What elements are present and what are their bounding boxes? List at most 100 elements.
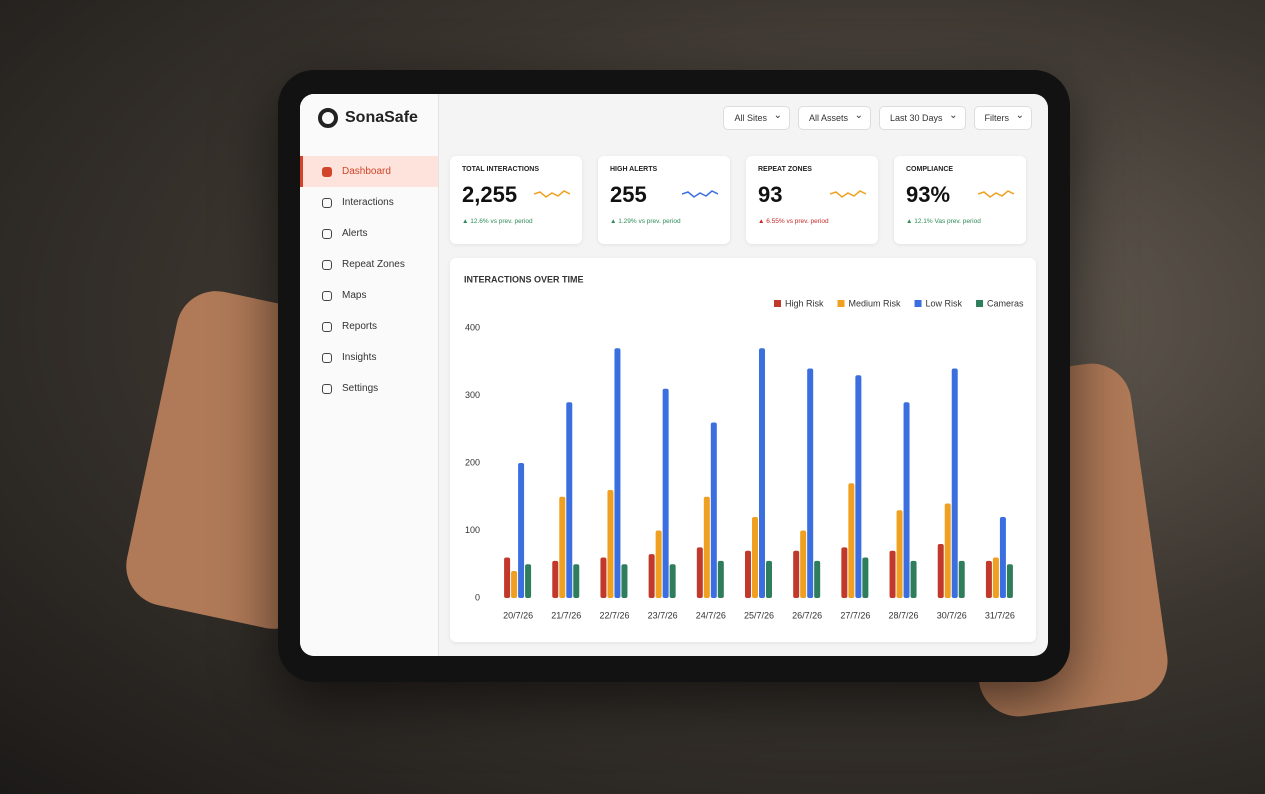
nav-icon xyxy=(322,197,332,208)
chart-card: INTERACTIONS OVER TIME 0 100 200 300 400 High… xyxy=(450,258,1036,642)
x-tick-label: 31/7/26 xyxy=(985,610,1015,620)
nav-item[interactable]: Repeat Zones xyxy=(300,249,438,280)
sparkline xyxy=(978,190,1014,198)
nav-label: Dashboard xyxy=(342,166,391,177)
nav-item[interactable]: Insights xyxy=(300,342,438,373)
nav-icon xyxy=(322,259,332,270)
bar xyxy=(703,496,710,598)
kpi-card: REPEAT ZONES 93 ▲ 6.55% vs prev. period xyxy=(746,156,878,244)
nav-label: Interactions xyxy=(342,197,394,208)
kpi-label: HIGH ALERTS xyxy=(610,166,658,173)
nav-item[interactable]: Interactions xyxy=(300,187,438,218)
legend-swatch xyxy=(914,300,922,307)
nav-label: Maps xyxy=(342,290,367,301)
nav-icon xyxy=(322,166,332,177)
nav-item[interactable]: Alerts xyxy=(300,218,438,249)
filter-dropdown[interactable]: All Assets xyxy=(797,106,871,130)
kpi-card: TOTAL INTERACTIONS 2,255 ▲ 12.6% vs prev. … xyxy=(450,156,582,244)
brand-name: SonaSafe xyxy=(345,109,418,126)
bar xyxy=(710,422,717,598)
bar xyxy=(621,564,628,598)
sparkline xyxy=(682,190,718,198)
bar xyxy=(648,554,655,598)
filter-bar: All Sites All Assets Last 30 Days Filters xyxy=(723,106,1032,130)
nav-label: Repeat Zones xyxy=(342,259,405,270)
kpi-value: 93 xyxy=(758,182,783,207)
kpi-label: REPEAT ZONES xyxy=(758,166,812,173)
bar xyxy=(999,517,1006,598)
nav-icon xyxy=(322,290,332,301)
x-tick-label: 20/7/26 xyxy=(503,610,533,620)
kpi-card: HIGH ALERTS 255 ▲ 1.29% vs prev. period xyxy=(598,156,730,244)
bar xyxy=(573,564,580,598)
logo[interactable]: SonaSafe xyxy=(318,108,418,128)
bar xyxy=(793,550,800,598)
bar xyxy=(552,560,559,598)
filter-dropdown[interactable]: All Sites xyxy=(723,106,790,130)
x-tick-label: 24/7/26 xyxy=(696,610,726,620)
bar xyxy=(662,388,669,598)
nav-item[interactable]: Settings xyxy=(300,373,438,404)
kpi-card: COMPLIANCE 93% ▲ 12.1% Vas prev. period xyxy=(894,156,1026,244)
bar xyxy=(855,375,862,598)
bar xyxy=(600,557,607,598)
x-tick-label: 21/7/26 xyxy=(551,610,581,620)
kpi-label: COMPLIANCE xyxy=(906,166,954,173)
y-tick-label: 100 xyxy=(465,525,480,535)
nav-icon xyxy=(322,352,332,363)
bar xyxy=(504,557,511,598)
kpi-value: 93% xyxy=(906,182,951,207)
bar xyxy=(566,402,573,598)
bar xyxy=(807,368,814,598)
bar xyxy=(511,571,518,598)
bar xyxy=(937,544,944,598)
bar xyxy=(525,564,532,598)
x-tick-label: 22/7/26 xyxy=(599,610,629,620)
chart-title: INTERACTIONS OVER TIME xyxy=(464,274,584,284)
bar xyxy=(889,550,896,598)
bar xyxy=(800,530,807,598)
bar xyxy=(848,483,855,598)
nav-list: Dashboard Interactions Alerts Repeat Zones M… xyxy=(300,156,438,404)
bar xyxy=(910,560,917,598)
kpi-change: ▲ 12.1% Vas prev. period xyxy=(906,218,981,225)
bar xyxy=(607,490,614,598)
nav-icon xyxy=(322,321,332,332)
bar xyxy=(559,496,566,598)
bar xyxy=(759,348,765,598)
nav-icon xyxy=(322,383,332,394)
bar xyxy=(958,560,965,598)
y-tick-label: 400 xyxy=(465,322,480,332)
x-tick-label: 27/7/26 xyxy=(840,610,870,620)
y-tick-label: 200 xyxy=(465,457,480,467)
kpi-value: 255 xyxy=(610,182,647,207)
y-tick-label: 300 xyxy=(465,390,480,400)
bar xyxy=(841,547,848,598)
x-tick-label: 28/7/26 xyxy=(889,610,919,620)
bar xyxy=(669,564,676,598)
filter-dropdown[interactable]: Last 30 Days xyxy=(878,106,966,130)
kpi-change: ▲ 6.55% vs prev. period xyxy=(758,218,829,225)
y-tick-label: 0 xyxy=(475,592,480,602)
legend-swatch xyxy=(976,300,984,307)
x-tick-label: 25/7/26 xyxy=(744,610,774,620)
filter-dropdown[interactable]: Filters xyxy=(973,106,1032,130)
nav-item[interactable]: Dashboard xyxy=(300,156,438,187)
sidebar: SonaSafe Dashboard Interactions Alerts Repe… xyxy=(300,94,439,656)
legend-label: Low Risk xyxy=(926,298,963,308)
bar xyxy=(951,368,958,598)
chart: INTERACTIONS OVER TIME 0 100 200 300 400 High… xyxy=(464,274,1024,620)
nav-label: Alerts xyxy=(342,228,368,239)
nav-item[interactable]: Reports xyxy=(300,311,438,342)
nav-item[interactable]: Maps xyxy=(300,280,438,311)
bar xyxy=(696,547,703,598)
kpi-value: 2,255 xyxy=(462,182,518,207)
sparkline xyxy=(534,190,570,198)
tablet: SonaSafe Dashboard Interactions Alerts Repe… xyxy=(278,70,1070,682)
bar xyxy=(985,560,992,598)
bar xyxy=(717,560,724,598)
x-tick-label: 30/7/26 xyxy=(937,610,967,620)
legend-swatch xyxy=(837,300,845,307)
bar xyxy=(903,402,910,598)
